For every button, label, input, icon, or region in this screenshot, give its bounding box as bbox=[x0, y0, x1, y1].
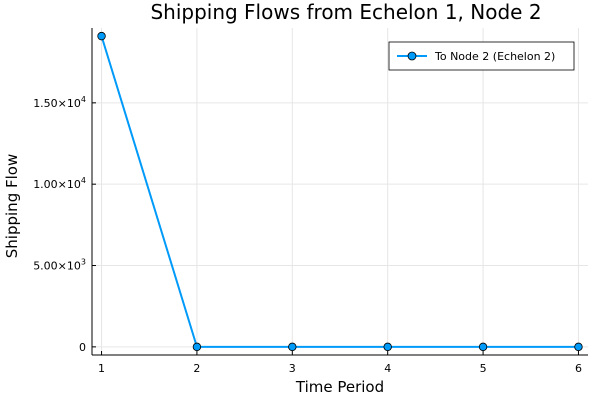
y-tick-label: 1.50×104 bbox=[33, 95, 86, 110]
series-line bbox=[100, 35, 579, 348]
series bbox=[97, 31, 583, 352]
x-ticks: 1 2 3 4 5 6 bbox=[98, 351, 582, 375]
data-point bbox=[574, 342, 583, 352]
y-ticks: 0 5.00×103 1.00×104 1.50×104 bbox=[33, 95, 96, 354]
axes bbox=[91, 28, 588, 356]
x-tick-label: 1 bbox=[98, 362, 105, 375]
data-point bbox=[478, 342, 488, 352]
y-tick-label: 1.00×104 bbox=[33, 176, 86, 191]
chart-title: Shipping Flows from Echelon 1, Node 2 bbox=[150, 0, 541, 24]
data-point bbox=[97, 31, 106, 41]
grid bbox=[92, 28, 588, 355]
legend-label: To Node 2 (Echelon 2) bbox=[434, 50, 555, 63]
x-axis-label: Time Period bbox=[295, 378, 384, 396]
x-tick-label: 3 bbox=[289, 362, 296, 375]
data-point bbox=[383, 342, 392, 352]
legend-marker bbox=[407, 51, 417, 61]
x-tick-label: 4 bbox=[384, 362, 391, 375]
legend: To Node 2 (Echelon 2) bbox=[388, 41, 575, 71]
y-tick-label: 0 bbox=[79, 341, 86, 354]
data-point bbox=[192, 342, 202, 352]
y-tick-label: 5.00×103 bbox=[33, 258, 86, 273]
x-tick-label: 5 bbox=[480, 362, 487, 375]
x-tick-label: 6 bbox=[575, 362, 582, 375]
y-axis-label: Shipping Flow bbox=[3, 154, 21, 258]
data-point bbox=[288, 342, 297, 352]
x-tick-label: 2 bbox=[193, 362, 200, 375]
